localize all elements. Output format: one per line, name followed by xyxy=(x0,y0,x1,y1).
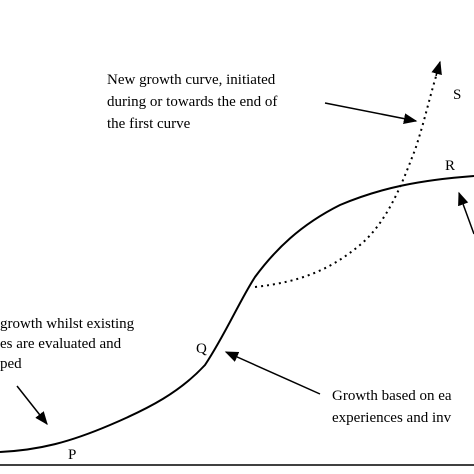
new-curve-arrow xyxy=(324,102,418,124)
early-growth-annotation-line-2: es are evaluated and xyxy=(0,336,122,352)
growth-based-annotation-line-1: Growth based on ea xyxy=(332,388,452,404)
early-growth-annotation-line-1: growth whilst existing xyxy=(0,316,135,332)
point-label-s: S xyxy=(453,87,461,103)
point-label-r: R xyxy=(445,158,455,174)
first-growth-curve xyxy=(0,175,474,453)
second-curve-arrow xyxy=(431,60,442,77)
point-label-q: Q xyxy=(196,341,207,357)
new-curve-annotation-line-1: New growth curve, initiated xyxy=(107,72,276,88)
growth-based-arrow xyxy=(224,351,321,395)
early-growth-annotation-line-3: ped xyxy=(0,356,22,372)
r-arrow xyxy=(458,191,474,235)
growth-based-annotation-line-2: experiences and inv xyxy=(332,410,452,426)
new-curve-annotation-line-3: the first curve xyxy=(107,116,191,132)
early-growth-arrow xyxy=(16,385,48,426)
point-label-p: P xyxy=(68,447,76,463)
second-growth-curve xyxy=(254,69,439,288)
new-curve-annotation-line-2: during or towards the end of xyxy=(107,94,277,110)
